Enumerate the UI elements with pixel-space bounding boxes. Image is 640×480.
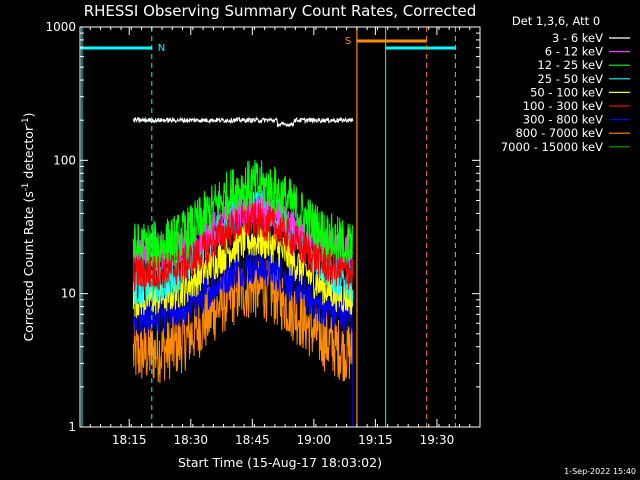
y-axis: 1 10 100 1000 (45, 20, 480, 434)
series-line (132, 222, 354, 318)
y-axis-label-end: ) (21, 113, 36, 118)
y-axis-label-sup1: -1 (21, 183, 31, 191)
legend-entry-label: 300 - 800 keV (523, 113, 603, 127)
series-line (132, 159, 354, 273)
x-axis-label: Start Time (15-Aug-17 18:03:02) (178, 455, 382, 470)
y-tick-label: 10 (61, 287, 76, 301)
legend-entry-label: 6 - 12 keV (545, 45, 603, 59)
x-tick-label: 18:45 (235, 433, 270, 447)
footer-date: 1-Sep-2022 15:40 (564, 467, 636, 476)
x-tick-label: 19:30 (420, 433, 455, 447)
plot-frame (79, 26, 481, 428)
y-tick-label: 1000 (45, 20, 76, 34)
series-line (132, 202, 354, 292)
x-tick-label: 19:00 (297, 433, 332, 447)
x-tick-label: 19:15 (358, 433, 393, 447)
series-layer (132, 116, 354, 427)
y-axis-label-main: Corrected Count Rate (s (21, 191, 36, 341)
legend-entry-label: 50 - 100 keV (530, 85, 603, 99)
series-line (132, 116, 354, 128)
y-axis-label-mid: detector (21, 125, 36, 183)
y-tick-label: 1 (68, 420, 76, 434)
s-flag-label: S (345, 36, 351, 47)
series-line (132, 249, 354, 336)
y-axis-label: Corrected Count Rate (s-1 detector-1) (21, 113, 36, 342)
x-tick-label: 18:30 (173, 433, 208, 447)
x-axis: 18:15 18:30 18:45 19:00 19:15 19:30 (79, 27, 481, 447)
x-tick-label: 18:15 (112, 433, 147, 447)
y-axis-label-sup2: -1 (21, 117, 31, 125)
legend-entry-label: 800 - 7000 keV (515, 126, 603, 140)
legend-entry-label: 7000 - 15000 keV (501, 140, 603, 154)
legend-entry-label: 12 - 25 keV (537, 58, 603, 72)
chart-title: RHESSI Observing Summary Count Rates, Co… (84, 2, 477, 20)
legend-entry-label: 100 - 300 keV (523, 99, 603, 113)
flags-layer: NS (80, 27, 456, 427)
n-flag-label: N (158, 43, 165, 54)
legend-header: Det 1,3,6, Att 0 (512, 14, 600, 28)
legend-entry-label: 25 - 50 keV (537, 72, 603, 86)
y-tick-label: 100 (53, 153, 76, 167)
legend-entry-label: 3 - 6 keV (552, 31, 603, 45)
